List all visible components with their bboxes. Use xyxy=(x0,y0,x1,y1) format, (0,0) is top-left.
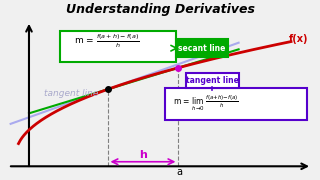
Title: Understanding Derivatives: Understanding Derivatives xyxy=(66,3,254,16)
Text: m = $\lim_{h \to 0}$ $\frac{f(a+h)-f(a)}{h}$: m = $\lim_{h \to 0}$ $\frac{f(a+h)-f(a)}… xyxy=(173,94,239,113)
FancyBboxPatch shape xyxy=(186,73,239,88)
FancyBboxPatch shape xyxy=(60,31,176,62)
Text: m = $\frac{f(a + h) - f(a)}{h}$: m = $\frac{f(a + h) - f(a)}{h}$ xyxy=(74,32,139,50)
Text: tangent line: tangent line xyxy=(44,89,98,98)
Text: f(x): f(x) xyxy=(288,34,308,44)
FancyBboxPatch shape xyxy=(176,39,228,57)
FancyBboxPatch shape xyxy=(165,88,307,120)
Text: secant line: secant line xyxy=(178,44,226,53)
Text: a: a xyxy=(177,167,183,177)
Text: tangent line: tangent line xyxy=(186,76,239,85)
Text: h: h xyxy=(139,150,147,160)
